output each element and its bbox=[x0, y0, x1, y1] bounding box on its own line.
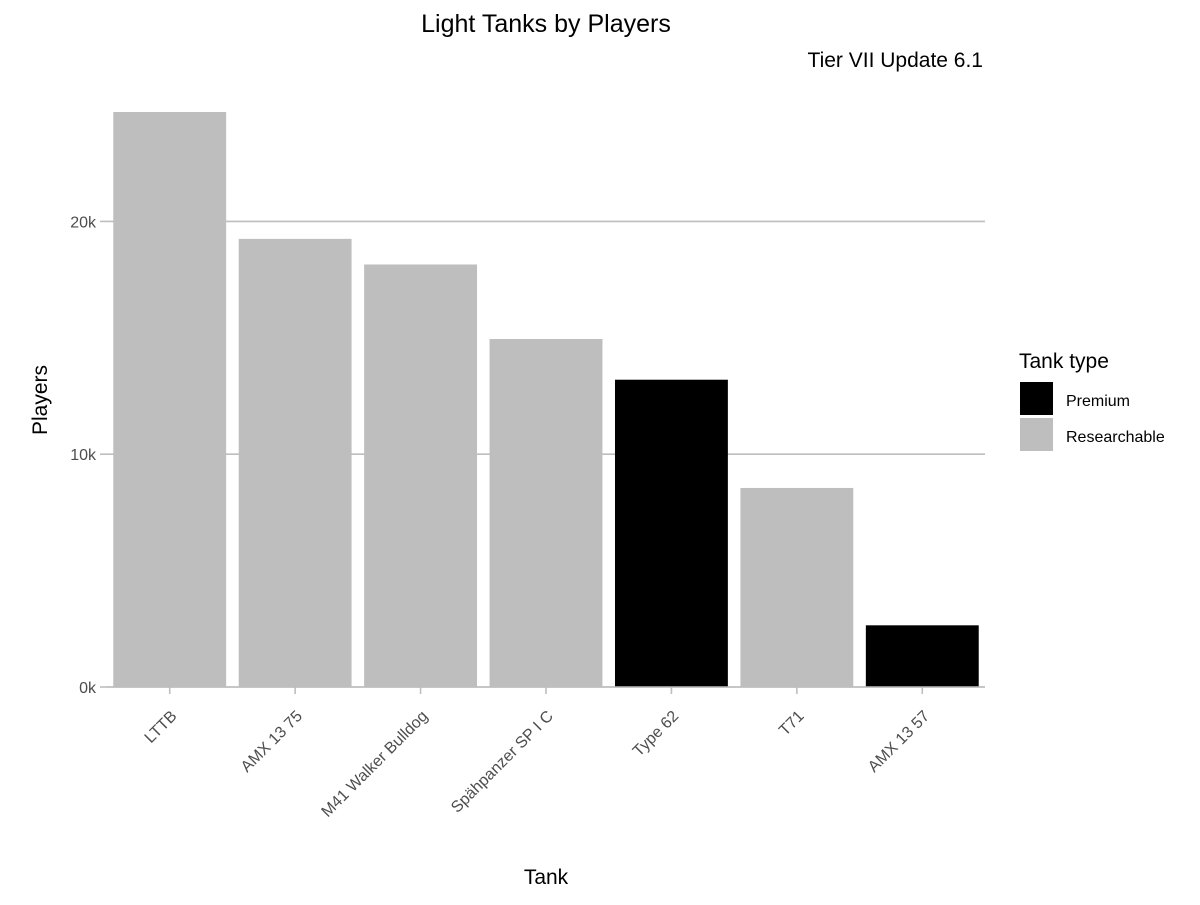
x-axis-title: Tank bbox=[524, 866, 569, 889]
bar bbox=[865, 625, 979, 687]
bar bbox=[740, 487, 854, 687]
bar bbox=[489, 338, 603, 687]
legend-label-premium: Premium bbox=[1066, 393, 1130, 410]
x-tick-label: T71 bbox=[776, 708, 808, 740]
bar bbox=[238, 238, 352, 687]
x-tick-label: AMX 13 57 bbox=[865, 708, 933, 776]
y-tick-label: 10k bbox=[70, 447, 97, 464]
y-tick-label: 20k bbox=[70, 214, 97, 231]
y-tick-label: 0k bbox=[79, 680, 97, 697]
bar bbox=[614, 379, 728, 687]
legend-title: Tank type bbox=[1019, 350, 1109, 373]
chart-title: Light Tanks by Players bbox=[421, 10, 671, 38]
legend-label-researchable: Researchable bbox=[1066, 429, 1165, 446]
bar bbox=[113, 112, 227, 687]
x-tick-label: AMX 13 75 bbox=[238, 708, 306, 776]
legend: Tank type Premium Researchable bbox=[1019, 350, 1165, 451]
bar bbox=[364, 264, 478, 687]
x-tick-label: LTTB bbox=[142, 708, 181, 747]
chart-subtitle: Tier VII Update 6.1 bbox=[808, 49, 983, 72]
x-tick-label: Spähpanzer SP I C bbox=[448, 708, 557, 817]
legend-swatch-researchable bbox=[1020, 418, 1053, 451]
x-tick-label: Type 62 bbox=[630, 708, 682, 760]
bars bbox=[113, 112, 979, 687]
y-axis-title: Players bbox=[29, 365, 52, 435]
x-tick-label: M41 Walker Bulldog bbox=[319, 708, 432, 821]
legend-swatch-premium bbox=[1020, 382, 1053, 415]
